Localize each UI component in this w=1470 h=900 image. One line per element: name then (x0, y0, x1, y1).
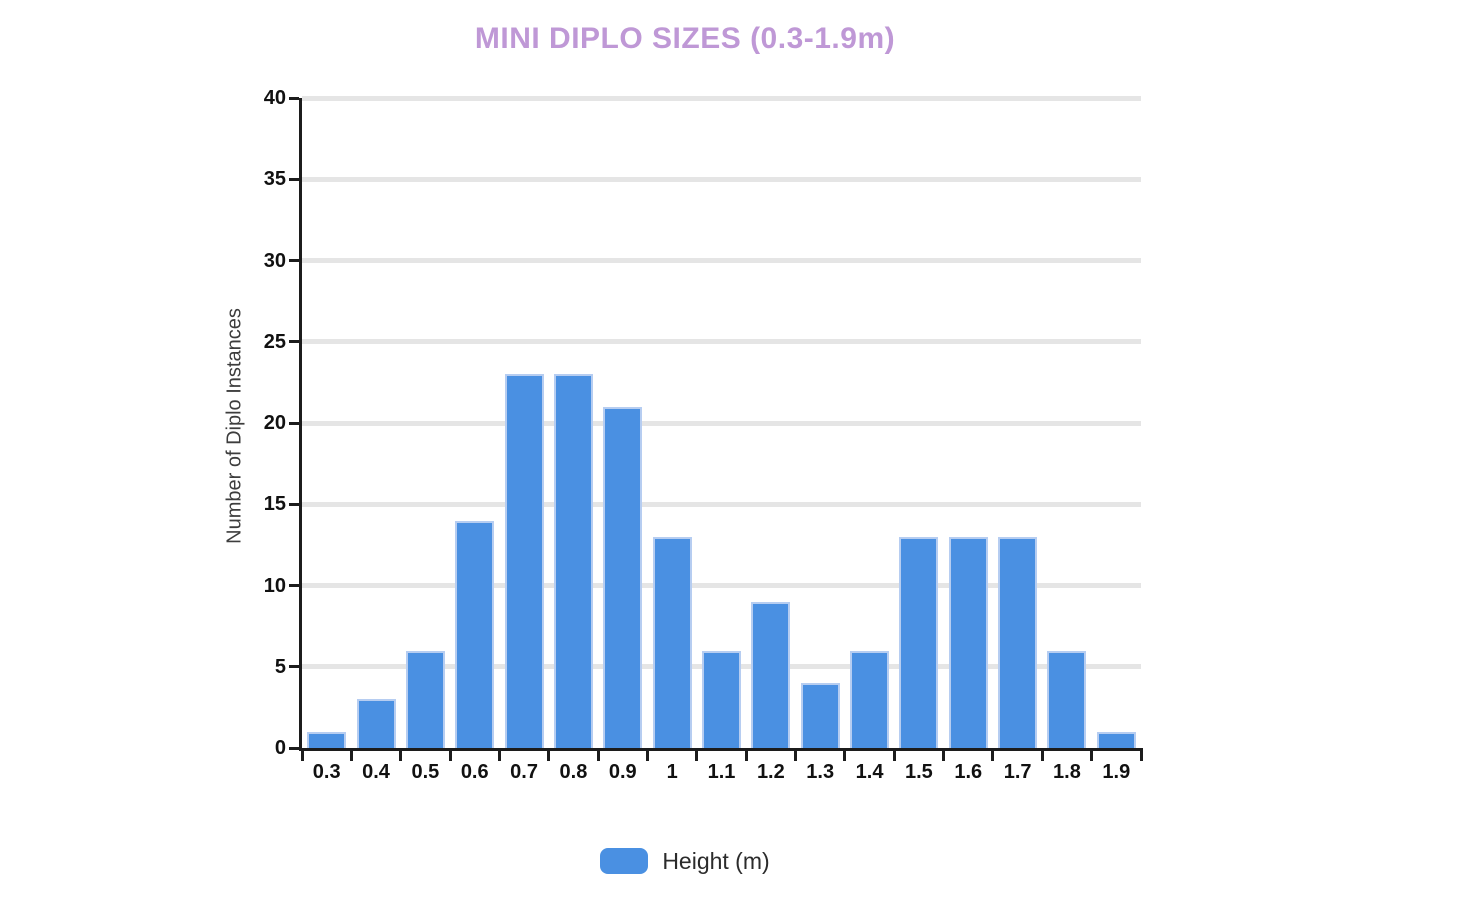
x-tick-label: 1.5 (905, 761, 933, 783)
x-axis-tick (794, 748, 798, 761)
x-axis-tick (942, 748, 946, 761)
bar-1.3[interactable] (800, 683, 840, 748)
y-gridline (302, 339, 1141, 345)
legend[interactable]: Height (m) (205, 845, 1165, 877)
bar-1.8[interactable] (1047, 650, 1087, 748)
x-tick-label: 1.3 (806, 761, 835, 783)
chart-title: MINI DIPLO SIZES (0.3-1.9m) (474, 22, 896, 55)
x-axis-tick (1090, 748, 1094, 761)
y-axis-tick (289, 502, 299, 506)
x-axis-tick (1040, 748, 1044, 761)
x-axis-tick (349, 748, 353, 761)
x-tick-label: 0.7 (510, 761, 538, 783)
x-axis-tick (399, 748, 403, 761)
y-axis-tick (289, 665, 299, 669)
y-gridline (302, 176, 1141, 182)
x-axis-tick (843, 748, 847, 761)
bar-0.4[interactable] (356, 699, 396, 748)
y-tick-label: 5 (274, 655, 286, 678)
bar-0.8[interactable] (553, 374, 593, 748)
y-axis-tick (289, 177, 299, 181)
y-tick-label: 0 (274, 737, 286, 759)
bar-1.6[interactable] (948, 536, 988, 748)
y-tick-label: 20 (263, 412, 286, 434)
y-axis-tick (289, 584, 299, 587)
x-axis-tick (744, 748, 748, 761)
legend-swatch[interactable] (600, 848, 649, 874)
y-tick-label: 25 (263, 330, 286, 353)
bar-1.4[interactable] (850, 650, 890, 748)
bar-1.2[interactable] (751, 601, 791, 748)
y-tick-label: 15 (263, 493, 286, 516)
y-axis-tick (289, 96, 299, 100)
bar-1.9[interactable] (1096, 731, 1136, 748)
x-axis-tick (991, 748, 995, 761)
bar-0.9[interactable] (603, 406, 643, 748)
x-tick-label: 1.4 (855, 761, 884, 783)
y-axis-tick (289, 340, 299, 344)
x-axis-tick (497, 748, 501, 761)
y-gridline (302, 95, 1141, 101)
plot-area: 0 5 10 15 20 25 30 35 40 0.3 0.4 0.5 0.6 0.7 0.8 0.9 1 1.… (264, 87, 1143, 783)
x-tick-label: 0.4 (362, 761, 390, 783)
x-axis-tick (645, 748, 649, 761)
y-tick-label: 40 (263, 87, 286, 109)
x-tick-label: 1.7 (1003, 761, 1032, 783)
x-tick-label: 0.8 (559, 761, 588, 783)
bar-1.1[interactable] (702, 650, 741, 748)
bar-1.7[interactable] (998, 536, 1038, 748)
x-axis-tick (448, 748, 452, 761)
x-tick-label: 1.9 (1102, 761, 1131, 783)
x-axis-tick (892, 748, 896, 761)
y-tick-label: 35 (263, 168, 286, 191)
x-tick-label: 0.3 (312, 761, 341, 783)
bar-0.3[interactable] (307, 731, 347, 748)
y-gridline (302, 420, 1141, 426)
x-tick-label: 0.6 (460, 761, 489, 783)
y-gridline (302, 501, 1141, 507)
x-tick-label: 0.9 (608, 761, 637, 783)
legend-label: Height (m) (662, 847, 770, 874)
y-tick-label: 10 (263, 574, 286, 597)
x-tick-label: 1.8 (1053, 761, 1081, 783)
x-tick-label: 1 (666, 761, 678, 783)
bar-0.5[interactable] (405, 650, 445, 748)
x-axis-tick (300, 748, 304, 761)
y-axis-tick (289, 746, 299, 750)
bar-0.6[interactable] (455, 520, 495, 748)
x-axis-tick (547, 748, 551, 761)
x-axis-tick (695, 748, 699, 761)
bar-1.5[interactable] (899, 536, 939, 748)
x-tick-label: 1.6 (954, 761, 983, 783)
y-axis-tick (289, 259, 299, 262)
x-tick-label: 1.2 (756, 761, 785, 783)
x-tick-label: 1.1 (707, 761, 736, 783)
y-gridline (302, 258, 1141, 263)
y-axis-tick (289, 421, 299, 425)
x-tick-label: 0.5 (411, 761, 440, 783)
x-axis-tick (1139, 748, 1143, 761)
y-gridline (302, 583, 1141, 588)
bar-1[interactable] (652, 536, 692, 748)
x-axis-tick (596, 748, 600, 761)
bar-0.7[interactable] (504, 374, 544, 748)
y-tick-label: 30 (263, 249, 286, 272)
